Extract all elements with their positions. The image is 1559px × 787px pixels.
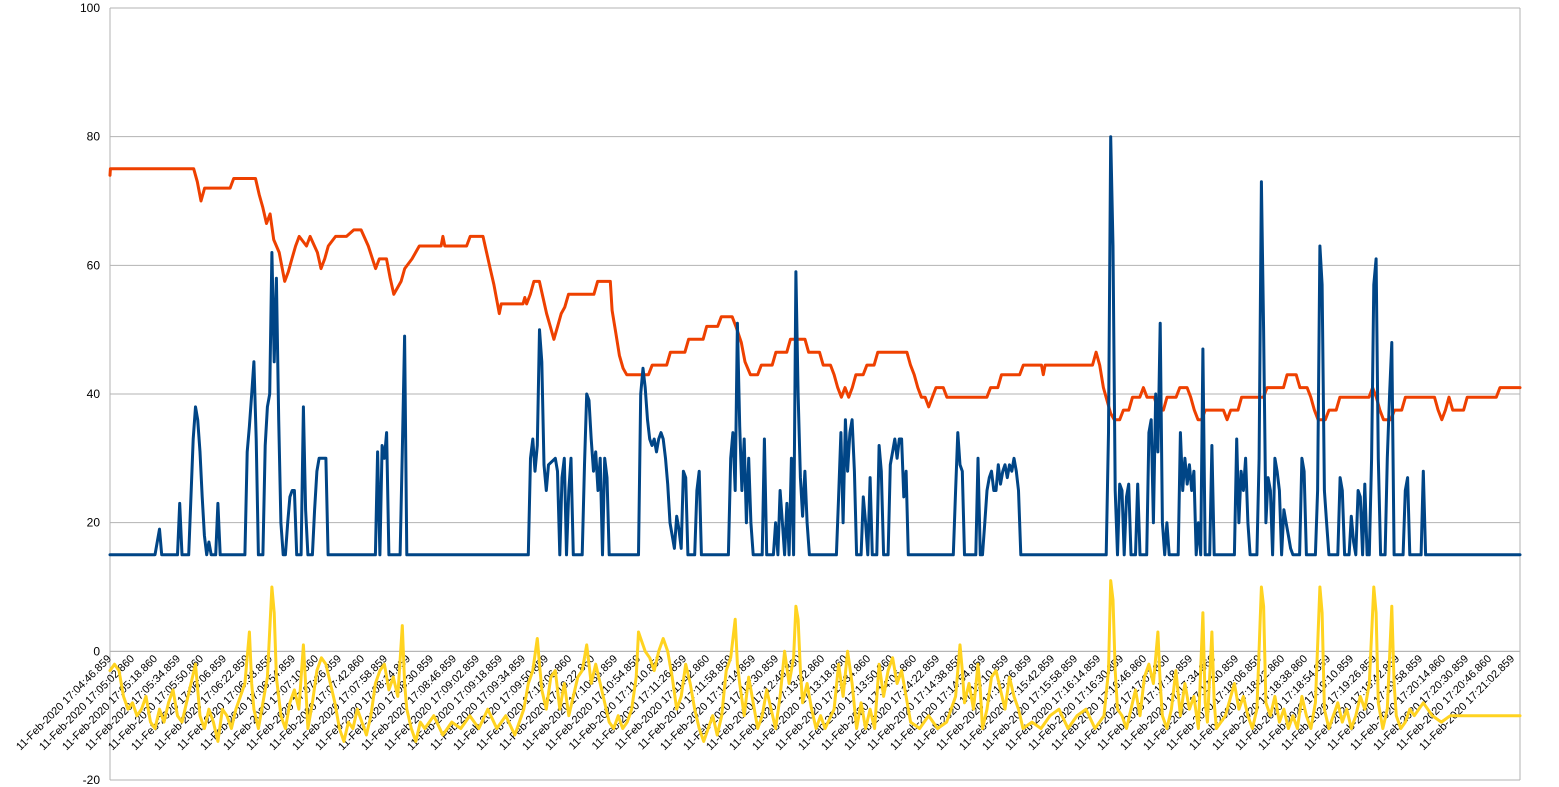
y-tick-label: 100 xyxy=(80,1,100,15)
y-axis-tick-labels: -20 0 20 40 60 80 100 xyxy=(80,1,100,787)
y-tick-label: 60 xyxy=(87,258,101,272)
y-tick-label: 80 xyxy=(87,130,101,144)
series-line-3 xyxy=(108,579,1522,743)
y-tick-label: 0 xyxy=(93,644,100,658)
data-series xyxy=(108,135,1522,743)
series-line-1 xyxy=(108,167,1522,422)
y-tick-label: -20 xyxy=(83,773,101,787)
y-tick-label: 40 xyxy=(87,387,101,401)
series-line-2 xyxy=(108,135,1522,557)
gridlines xyxy=(109,7,1521,781)
y-tick-label: 20 xyxy=(87,516,101,530)
